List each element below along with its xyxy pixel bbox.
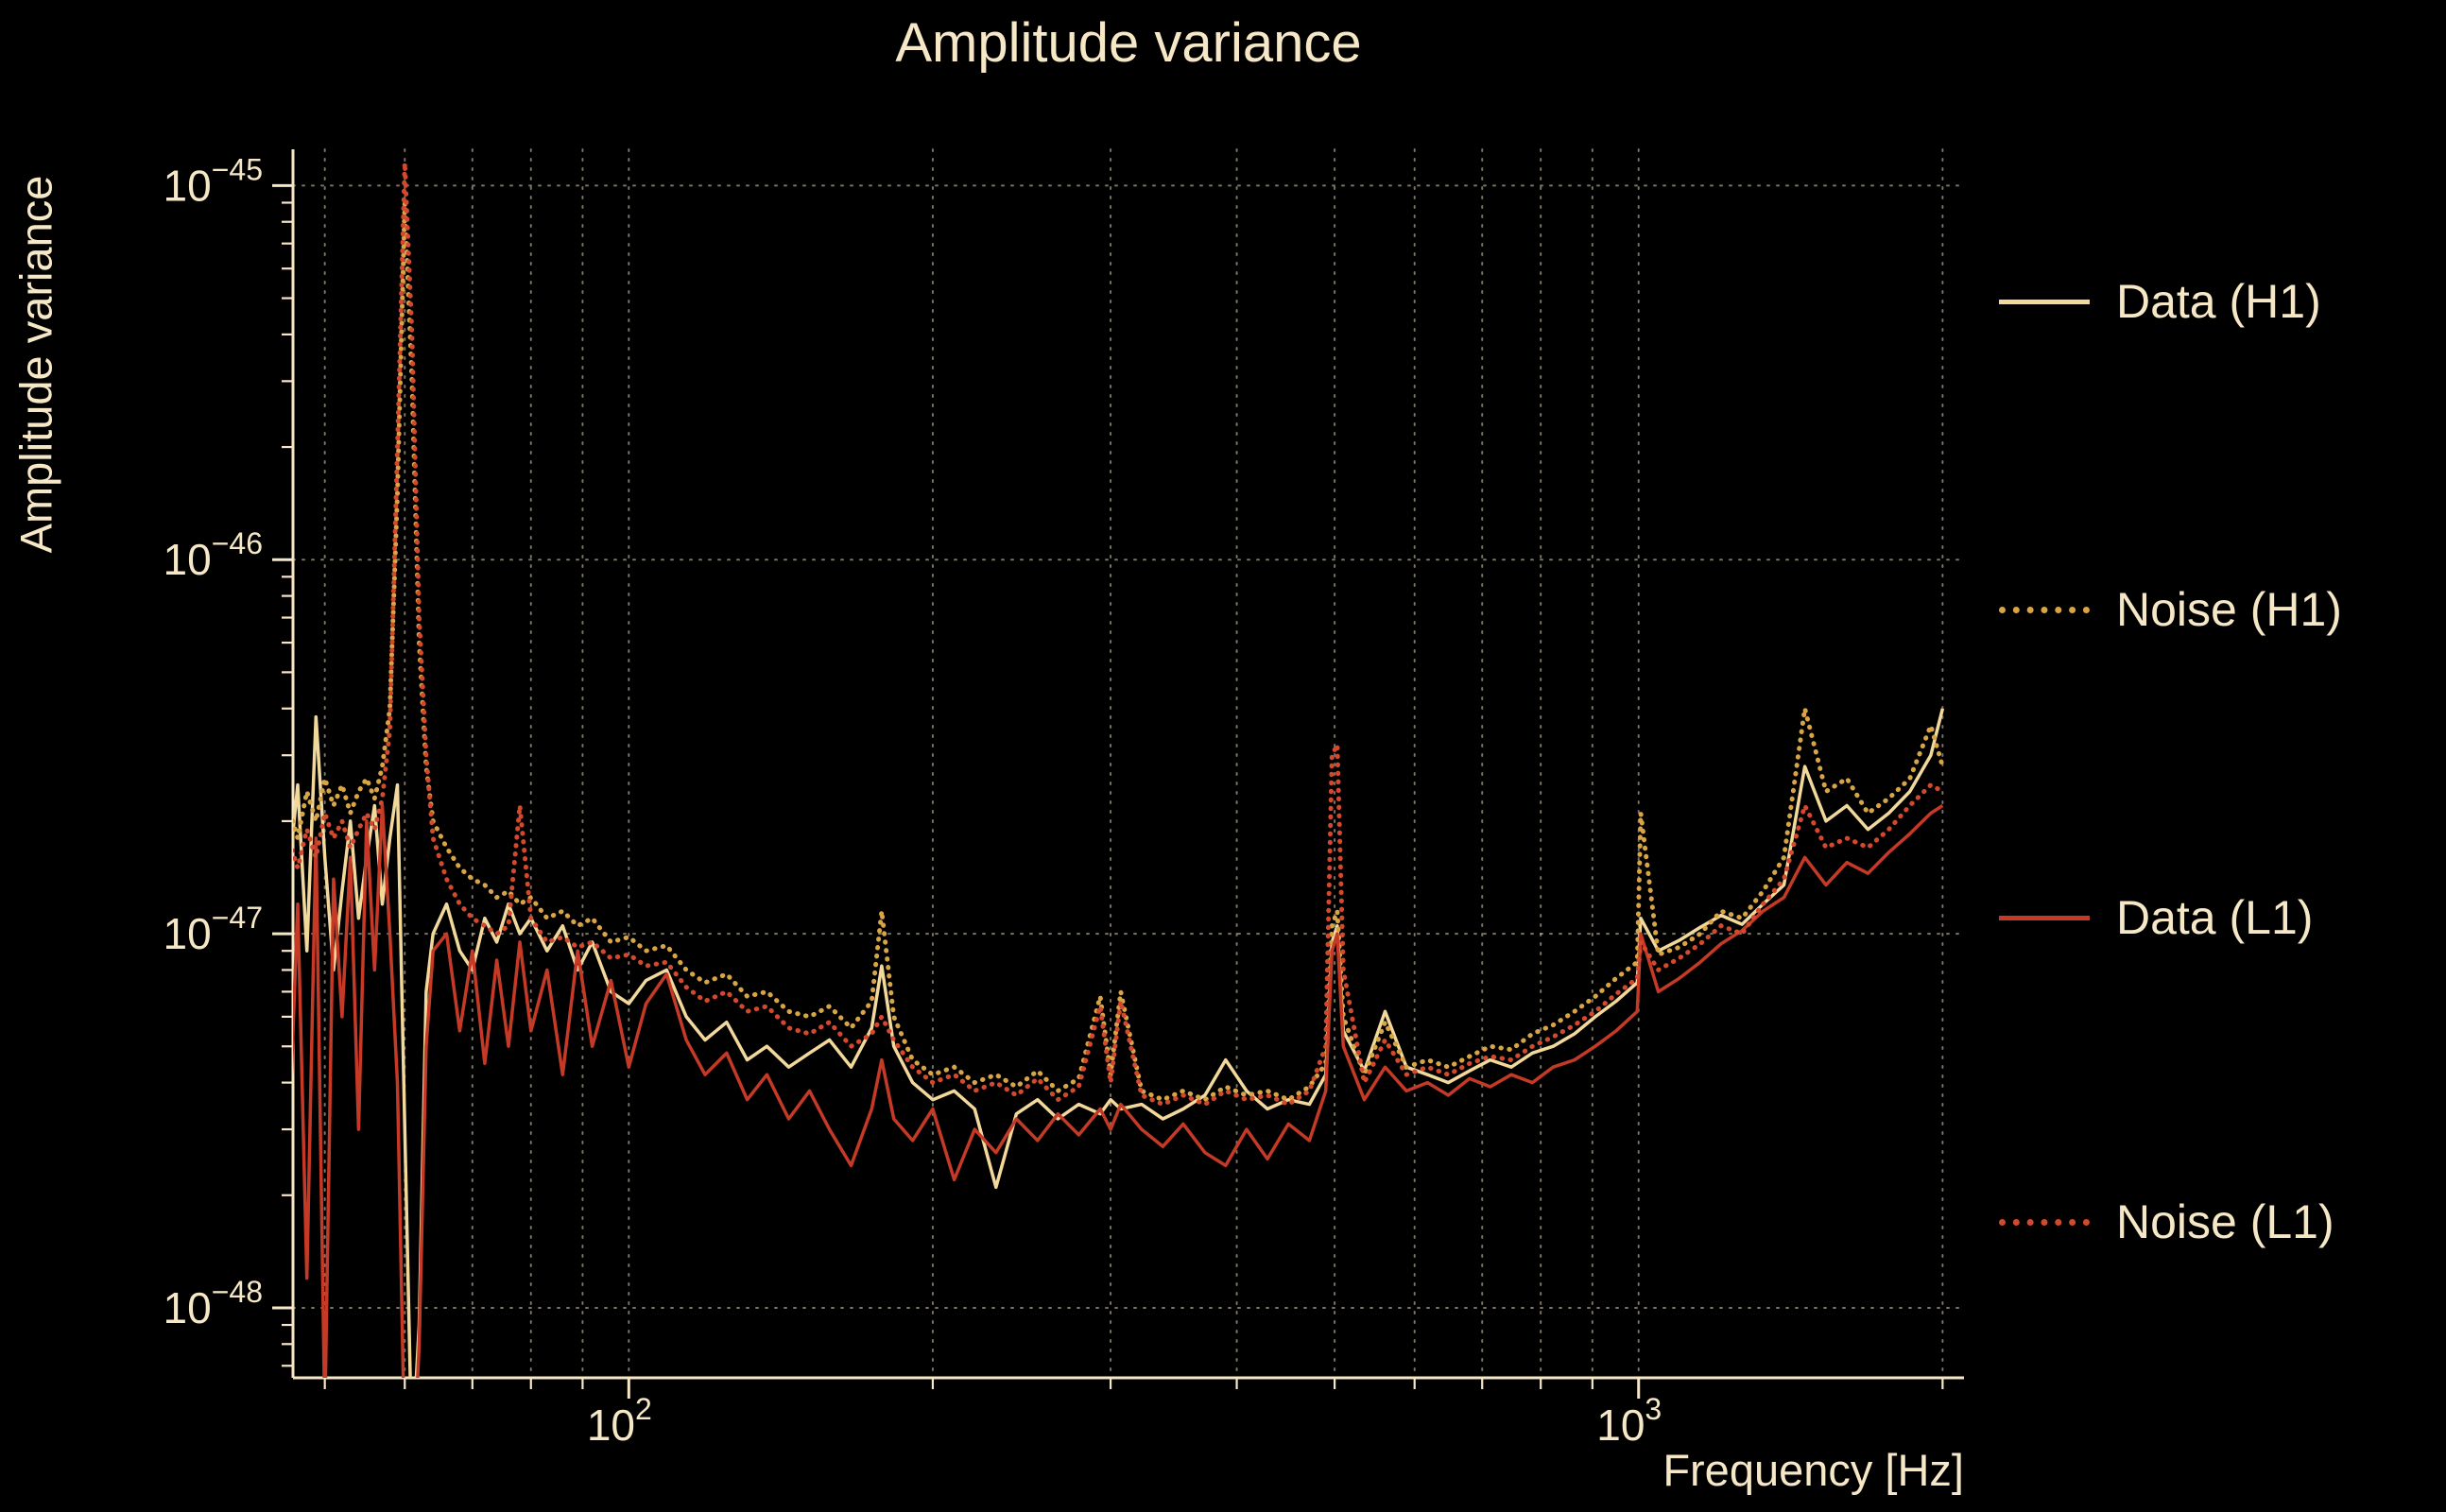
y-tick-label: 10−46: [164, 526, 263, 584]
y-tick-label: 10−48: [164, 1275, 263, 1332]
y-tick-label: 10−45: [164, 152, 263, 210]
series-line-noise-l1: [293, 163, 1945, 1108]
y-axis-label: Amplitude variance: [10, 175, 61, 554]
x-axis-label: Frequency [Hz]: [1662, 1445, 1964, 1495]
x-tick-label: 103: [1596, 1392, 1662, 1450]
x-tick-label: 102: [587, 1392, 652, 1450]
y-tick-label: 10−47: [164, 901, 263, 958]
axes: 10−45 10−46 10−47 10−48 102 103: [164, 149, 1964, 1450]
series-lines: [293, 163, 1945, 1378]
series-line-data-l1: [293, 803, 1944, 1378]
gridlines: [292, 148, 1965, 1379]
chart-title: Amplitude variance: [895, 12, 1362, 74]
